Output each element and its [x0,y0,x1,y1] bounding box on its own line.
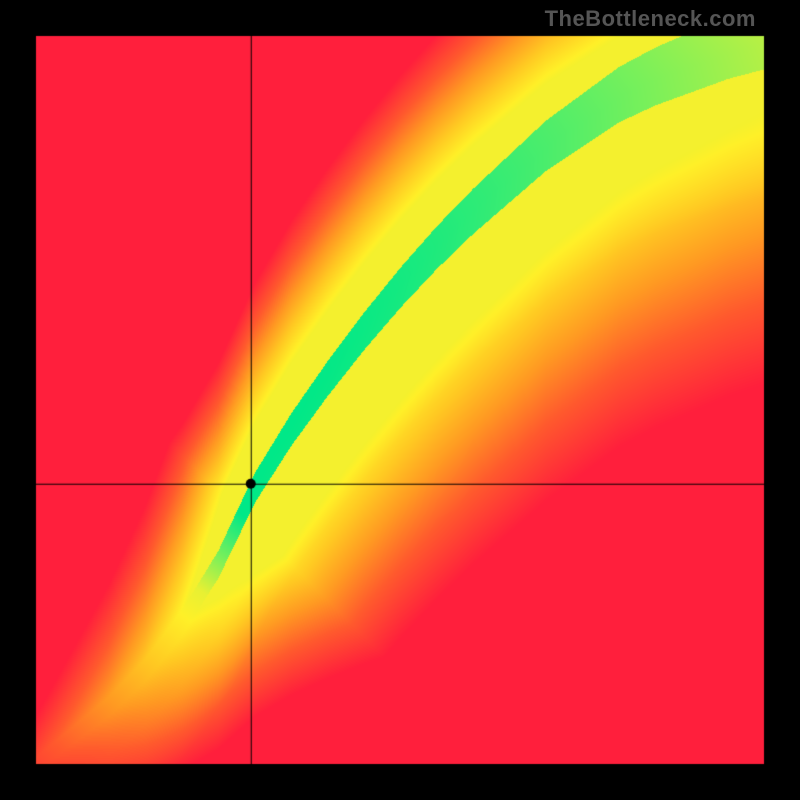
watermark-text: TheBottleneck.com [545,6,756,32]
bottleneck-heatmap [0,0,800,800]
chart-container: TheBottleneck.com [0,0,800,800]
